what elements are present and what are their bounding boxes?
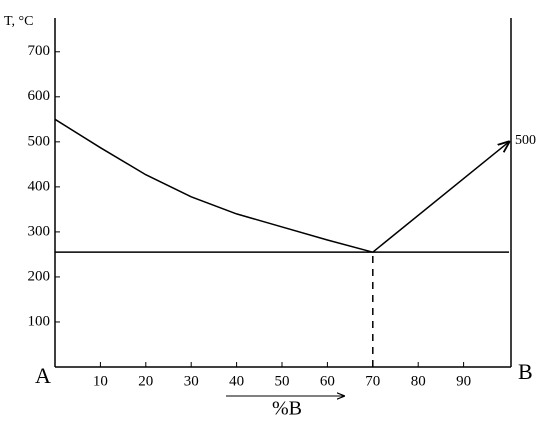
x-tick-label: 20	[138, 373, 153, 389]
x-tick-label: 40	[229, 373, 244, 389]
annotation: 500	[515, 133, 536, 148]
y-axis-label: T, °C	[4, 14, 33, 29]
y-tick-label: 200	[28, 268, 51, 284]
y-tick-label: 100	[28, 313, 51, 329]
y-tick-label: 500	[28, 133, 51, 149]
x-tick-label: 10	[93, 373, 108, 389]
x-tick-label: 70	[365, 373, 380, 389]
y-tick-label: 400	[28, 178, 51, 194]
x-tick-label: 50	[275, 373, 290, 389]
x-tick-label: 60	[320, 373, 335, 389]
series-line	[54, 118, 373, 253]
x-tick-label: 90	[456, 373, 471, 389]
y-tick-label: 600	[28, 88, 51, 104]
x-tick-label: 80	[411, 373, 426, 389]
x-axis-label: %B	[272, 398, 302, 420]
annotation: B	[518, 359, 533, 384]
y-tick-label: 700	[28, 43, 51, 59]
series-line	[372, 142, 509, 253]
x-tick-label: 30	[184, 373, 199, 389]
y-tick-label: 300	[28, 223, 51, 239]
annotation: A	[35, 363, 51, 388]
